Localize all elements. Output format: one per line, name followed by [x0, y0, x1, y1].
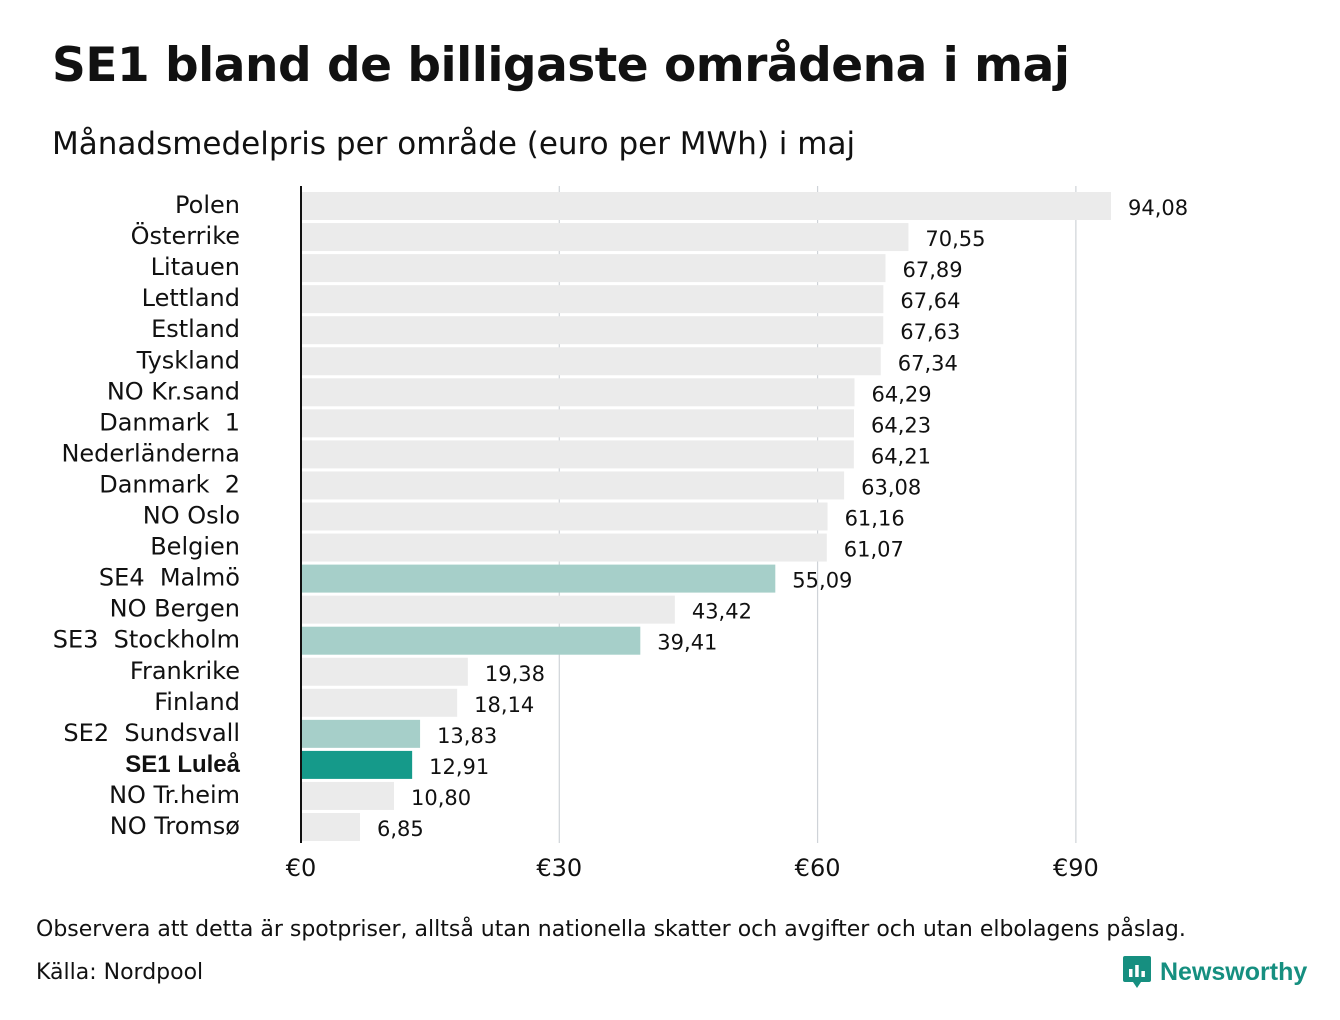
bar: [302, 347, 881, 376]
bar: [302, 595, 675, 624]
category-label: SE3 Stockholm: [53, 626, 240, 654]
bar: [302, 533, 827, 562]
bar: [302, 502, 828, 531]
category-label: Danmark 1: [99, 408, 240, 436]
category-label: Österrike: [131, 221, 240, 250]
category-label: NO Tr.heim: [109, 781, 240, 809]
bar: [302, 750, 413, 779]
bar: [302, 626, 641, 655]
bar: [302, 192, 1111, 220]
bars: [302, 192, 1111, 841]
category-label: Tyskland: [136, 346, 240, 374]
bar: [302, 378, 855, 407]
value-label: 55,09: [792, 569, 852, 593]
value-label: 18,14: [474, 693, 534, 717]
value-label: 61,07: [844, 538, 904, 562]
category-label: Belgien: [150, 533, 240, 561]
x-tick-label: €90: [1053, 854, 1099, 882]
value-label: 94,08: [1128, 196, 1188, 220]
value-label: 64,21: [871, 444, 931, 468]
category-label: Finland: [154, 688, 240, 716]
brand-logo: Newsworthy: [1122, 952, 1307, 992]
category-label: SE2 Sundsvall: [63, 719, 240, 747]
bar: [302, 223, 909, 252]
category-label: Frankrike: [130, 657, 240, 685]
bar: [302, 285, 884, 314]
category-label: NO Bergen: [110, 595, 240, 623]
value-label: 64,23: [871, 413, 931, 437]
value-labels: 94,08 70,55 67,89 67,64 67,63 67,34 64,29 64,23…: [377, 196, 1188, 841]
bar: [302, 409, 855, 438]
x-tick-label: €0: [286, 854, 317, 882]
value-label: 13,83: [437, 724, 497, 748]
value-label: 10,80: [411, 786, 471, 810]
bar: [302, 440, 854, 469]
bar: [302, 781, 394, 810]
value-label: 67,89: [903, 258, 963, 282]
value-label: 67,34: [898, 351, 958, 375]
bar: [302, 657, 468, 686]
category-label: Polen: [175, 191, 240, 219]
bar: [302, 719, 421, 748]
chart-subtitle: Månadsmedelpris per område (euro per MWh…: [52, 126, 856, 162]
category-label: NO Oslo: [143, 502, 240, 530]
bar: [302, 254, 886, 283]
value-label: 12,91: [429, 755, 489, 779]
value-label: 19,38: [485, 662, 545, 686]
bar: [302, 688, 458, 717]
category-label: Litauen: [151, 253, 240, 281]
value-label: 6,85: [377, 817, 424, 841]
value-label: 67,64: [900, 289, 960, 313]
bar: [302, 564, 776, 593]
value-label: 61,16: [845, 507, 905, 531]
category-label: Estland: [151, 315, 240, 343]
newsworthy-logo-icon: [1123, 956, 1151, 988]
value-label: 70,55: [925, 227, 985, 251]
bar: [302, 813, 360, 841]
x-tick-label: €30: [536, 854, 582, 882]
category-label: NO Kr.sand: [107, 377, 240, 405]
source-text: Källa: Nordpool: [36, 960, 204, 985]
category-label: NO Tromsø: [110, 812, 240, 840]
bar: [302, 316, 884, 345]
chart-title: SE1 bland de billigaste områdena i maj: [52, 38, 1070, 93]
category-label: SE1 Luleå: [125, 751, 240, 778]
value-label: 64,29: [872, 382, 932, 406]
category-label: Danmark 2: [99, 470, 240, 498]
footnote: Observera att detta är spotpriser, allts…: [36, 917, 1186, 942]
value-label: 39,41: [657, 631, 717, 655]
x-axis-tick-labels: €0 €30 €60 €90: [286, 854, 1099, 882]
brand-name: Newsworthy: [1160, 957, 1308, 986]
x-tick-label: €60: [795, 854, 841, 882]
value-label: 67,63: [900, 320, 960, 344]
category-label: Nederländerna: [61, 439, 240, 467]
bar: [302, 471, 845, 500]
category-label: Lettland: [142, 284, 240, 312]
value-label: 63,08: [861, 475, 921, 499]
category-label: SE4 Malmö: [99, 564, 240, 592]
value-label: 43,42: [692, 600, 752, 624]
